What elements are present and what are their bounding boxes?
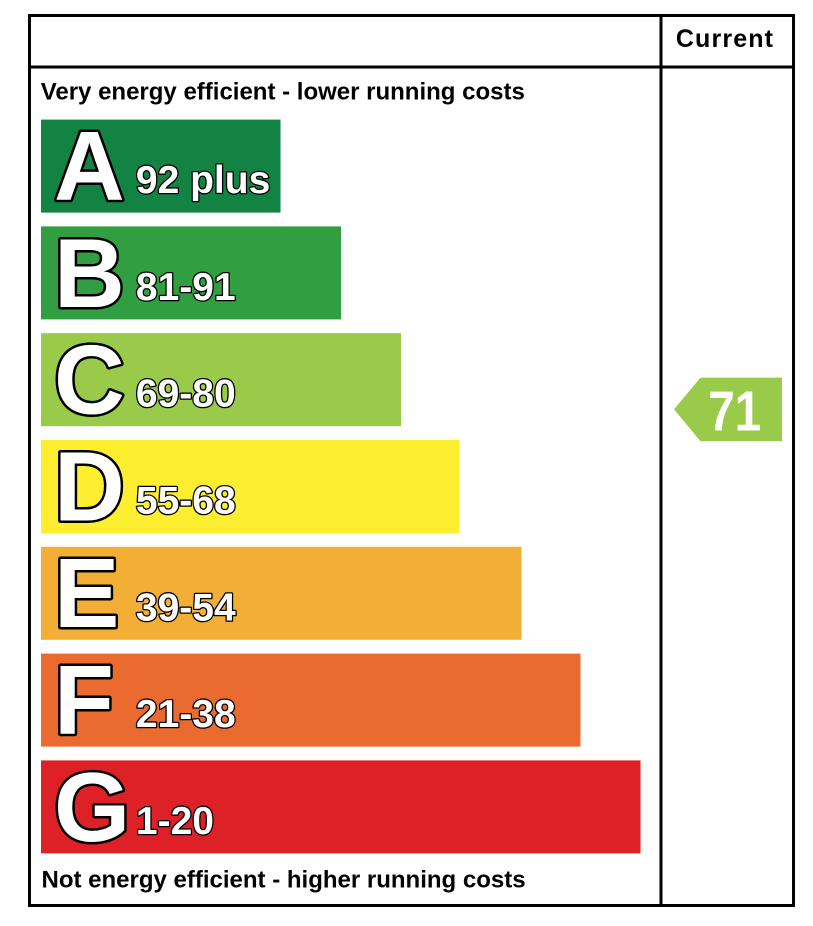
svg-text:81-91: 81-91 [136, 266, 236, 309]
svg-text:71: 71 [708, 380, 761, 443]
svg-text:21-38: 21-38 [136, 693, 236, 736]
svg-text:Very energy efficient - lower: Very energy efficient - lower running co… [41, 78, 525, 105]
svg-text:D: D [54, 431, 125, 541]
svg-text:C: C [54, 325, 125, 435]
svg-text:B: B [54, 218, 125, 328]
svg-text:A: A [54, 111, 125, 221]
svg-text:69-80: 69-80 [136, 373, 236, 416]
svg-text:55-68: 55-68 [136, 480, 236, 523]
svg-text:92 plus: 92 plus [136, 159, 270, 202]
svg-text:G: G [54, 752, 130, 862]
svg-text:Not energy efficient - higher: Not energy efficient - higher running co… [42, 867, 526, 894]
svg-text:F: F [54, 645, 114, 755]
svg-text:39-54: 39-54 [136, 586, 236, 629]
svg-text:E: E [54, 538, 119, 648]
svg-text:1-20: 1-20 [136, 800, 214, 843]
svg-text:Current: Current [676, 25, 774, 53]
